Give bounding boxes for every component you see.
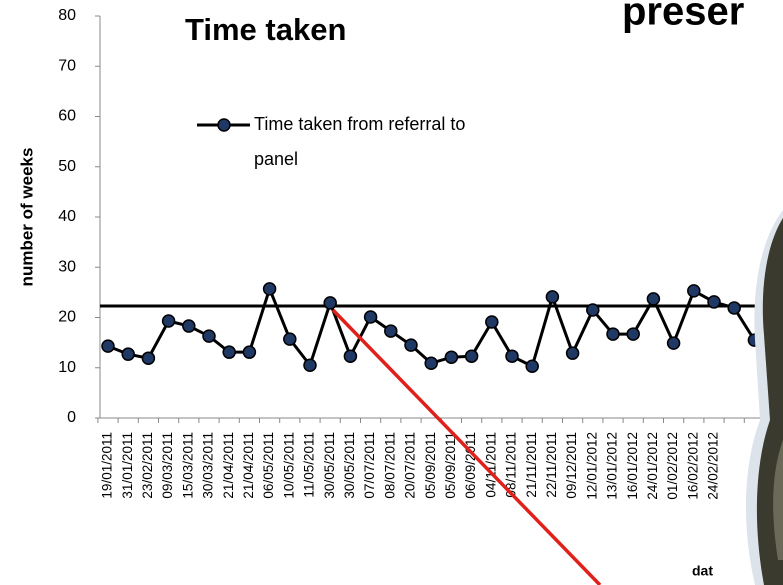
x-tick-label: 13/01/2012 — [605, 432, 620, 500]
x-tick-label: 21/11/2011 — [524, 432, 539, 498]
legend-text: panel — [254, 149, 298, 169]
data-point — [485, 315, 499, 329]
legend-label: Time taken from referral to panel — [254, 114, 465, 169]
data-point — [707, 295, 721, 309]
x-axis-title: dat — [692, 563, 713, 579]
data-point — [323, 296, 337, 310]
x-tick-label: 31/01/2011 — [120, 432, 135, 499]
chart-title: Time taken — [185, 12, 346, 47]
data-point — [525, 359, 539, 373]
data-point — [141, 351, 156, 365]
x-tick-label: 04/11/2011 — [483, 432, 498, 498]
x-tick-label: 08/11/2011 — [504, 432, 519, 498]
data-point — [343, 349, 358, 363]
data-point — [464, 349, 479, 363]
data-point — [384, 324, 398, 338]
x-tick-label: 24/02/2012 — [706, 432, 721, 500]
data-point — [283, 332, 297, 346]
data-point — [182, 319, 196, 333]
data-point — [565, 346, 580, 360]
x-tick-label: 20/07/2011 — [403, 432, 418, 499]
x-tick-label: 06/05/2011 — [261, 432, 276, 499]
x-tick-label: 12/01/2012 — [584, 432, 599, 500]
x-tick-label: 21/04/2011 — [241, 432, 256, 499]
data-point — [666, 336, 681, 350]
x-tick-label: 22/11/2011 — [544, 432, 559, 498]
data-point — [303, 358, 317, 372]
x-tick-label: 15/03/2011 — [180, 432, 195, 499]
x-tick-label: 05/09/2011 — [423, 432, 438, 499]
x-tick-label: 30/03/2011 — [201, 432, 216, 499]
data-point — [363, 310, 378, 324]
y-tick-label: 70 — [58, 57, 76, 74]
x-tick-label: 09/12/2011 — [564, 432, 579, 499]
data-point — [424, 356, 438, 370]
data-point — [545, 290, 560, 304]
x-tick-label: 10/05/2011 — [281, 432, 296, 499]
data-point — [404, 338, 418, 352]
x-tick-label: 16/01/2012 — [625, 432, 640, 500]
data-point — [727, 301, 741, 315]
y-tick-label: 50 — [58, 158, 76, 175]
x-tick-label: 09/03/2011 — [160, 432, 175, 499]
x-tick-label: 23/02/2011 — [140, 432, 155, 499]
data-point — [687, 284, 701, 298]
data-point — [262, 282, 277, 296]
x-tick-label: 24/01/2012 — [645, 432, 660, 500]
x-tick-label: 05/09/2011 — [443, 432, 458, 499]
data-point — [121, 347, 135, 361]
annotation-arrow — [331, 308, 602, 585]
legend-marker — [217, 118, 231, 132]
y-tick-label: 30 — [58, 258, 76, 275]
y-tick-label: 40 — [58, 208, 76, 225]
x-tick-label: 08/07/2011 — [382, 432, 397, 499]
data-point — [202, 329, 216, 343]
x-tick-label: 30/05/2011 — [322, 432, 337, 499]
x-tick-label: 19/01/2011 — [100, 432, 115, 499]
y-tick-label: 20 — [58, 309, 76, 326]
x-tick-label: 06/09/2011 — [463, 432, 478, 499]
data-point — [626, 327, 640, 341]
data-point — [646, 292, 661, 306]
x-tick-label: 01/02/2012 — [665, 432, 680, 500]
legend-text: Time taken from referral to — [254, 114, 465, 134]
x-tick-label: 11/05/2011 — [302, 432, 317, 498]
y-tick-label: 60 — [58, 108, 76, 125]
data-point — [101, 339, 115, 353]
data-point — [606, 327, 620, 341]
y-axis-title: number of weeks — [17, 148, 36, 287]
slide-heading: preser — [622, 0, 744, 34]
data-point — [505, 349, 519, 363]
data-point — [444, 350, 459, 364]
data-point — [161, 314, 176, 328]
x-tick-label: 21/04/2011 — [221, 432, 236, 499]
x-tick-label: 16/02/2012 — [685, 432, 700, 500]
photo-highlight — [773, 440, 783, 560]
y-tick-label: 0 — [67, 409, 76, 426]
x-tick-label: 30/05/2011 — [342, 432, 357, 499]
y-tick-label: 80 — [58, 7, 76, 24]
data-point — [586, 303, 600, 317]
data-point — [242, 345, 257, 359]
data-point — [222, 345, 236, 359]
x-tick-label: 07/07/2011 — [362, 432, 377, 499]
y-tick-label: 10 — [58, 359, 76, 376]
